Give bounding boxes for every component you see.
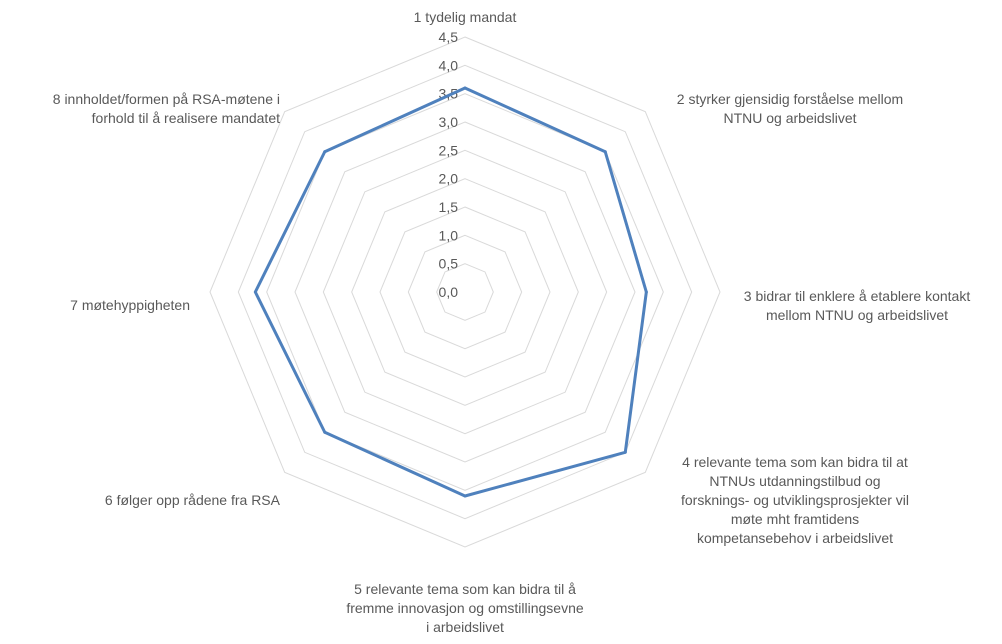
data-point-6 [323,430,327,434]
tick-label: 1,0 [439,227,459,243]
grid-ring-4 [351,178,579,406]
data-point-4 [623,450,627,454]
category-label-4: 4 relevante tema som kan bidra til at NTN… [681,454,909,546]
tick-label: 3,0 [439,114,459,130]
grid-ring-8 [237,64,693,520]
tick-label: 2,5 [439,142,459,158]
radar-grid [209,36,721,548]
data-point-5 [463,494,467,498]
category-labels: 1 tydelig mandat 2 styrker gjensidig fors… [53,9,971,635]
grid-ring-7 [266,93,664,491]
tick-label: 4,0 [439,57,459,73]
data-point-7 [253,290,257,294]
tick-label: 4,5 [439,29,459,45]
category-label-3: 3 bidrar til enklere å etablere kontakt m… [744,288,971,323]
grid-ring-6 [294,121,636,463]
category-label-2: 2 styrker gjensidig forståelse mellom NTN… [677,91,903,126]
grid-ring-1 [436,263,494,321]
category-label-6: 6 følger opp rådene fra RSA [105,492,281,508]
grid-ring-2 [407,234,523,350]
data-point-3 [644,290,648,294]
tick-label: 2,0 [439,171,459,187]
category-label-1: 1 tydelig mandat [414,9,517,25]
data-point-1 [463,86,467,90]
category-label-8: 8 innholdet/formen på RSA-møtene i forhol… [53,91,280,126]
category-label-5: 5 relevante tema som kan bidra til å frem… [346,581,584,635]
category-label-7: 7 møtehyppigheten [70,297,190,313]
grid-ring-5 [322,149,608,435]
data-point-8 [323,150,327,154]
data-point-2 [603,150,607,154]
tick-label: 0,0 [439,284,459,300]
tick-label: 1,5 [439,199,459,215]
radial-axis-ticks: 0,00,51,01,52,02,53,03,54,04,5 [439,29,459,300]
grid-ring-3 [379,206,551,378]
data-series [253,86,648,498]
grid-ring-9 [209,36,721,548]
tick-label: 0,5 [439,256,459,272]
